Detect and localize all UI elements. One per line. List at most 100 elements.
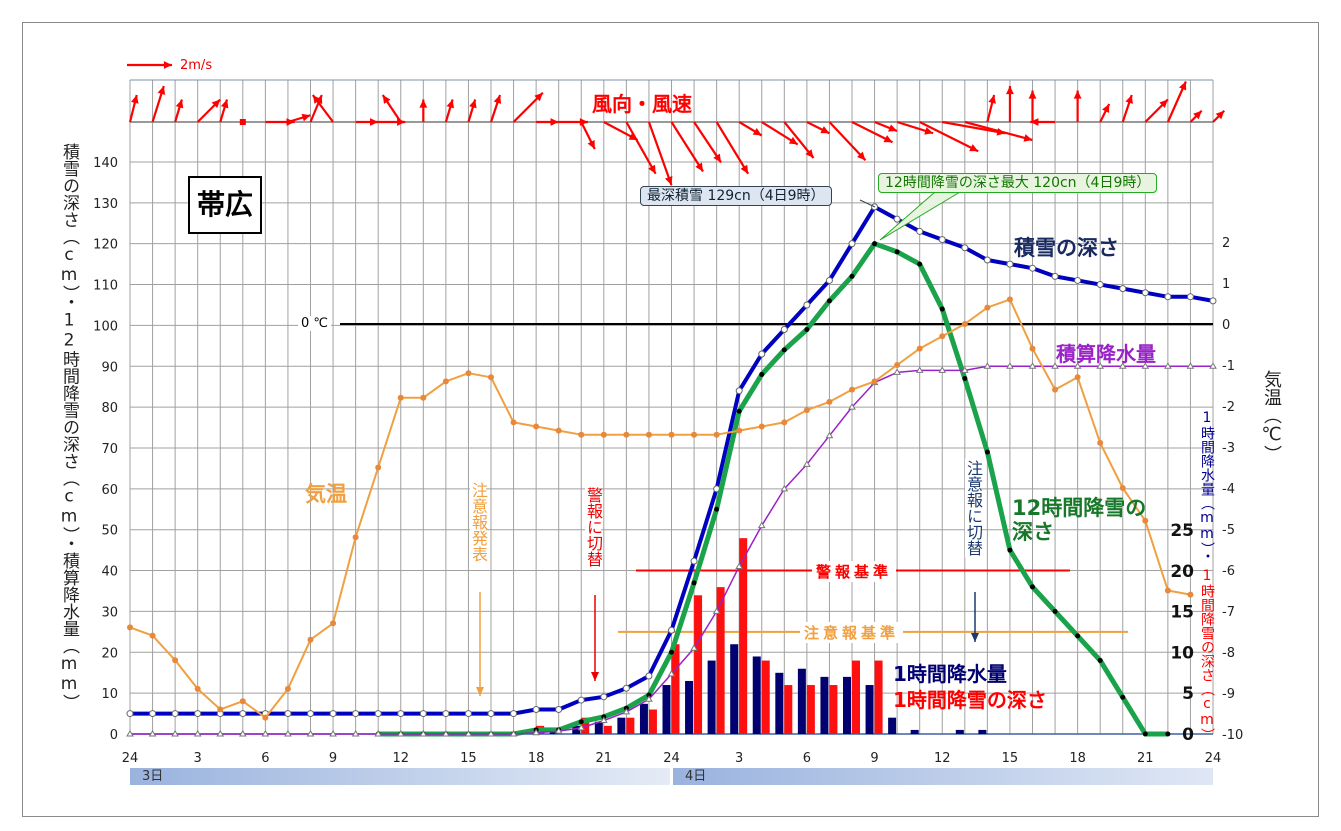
snow-12h-point bbox=[1097, 657, 1103, 663]
x-axis-tick: 24 bbox=[122, 751, 139, 766]
temperature-point bbox=[127, 624, 133, 631]
snow-depth-point bbox=[983, 256, 991, 264]
left-axis-tick: 110 bbox=[93, 279, 118, 294]
bar-precip-1h bbox=[820, 676, 829, 734]
temp-axis-tick: -6 bbox=[1222, 564, 1235, 579]
temperature-point bbox=[375, 464, 382, 471]
snow-12h-point bbox=[962, 376, 968, 382]
left-axis-tick: 120 bbox=[93, 238, 118, 253]
temperature-point bbox=[668, 431, 675, 438]
cum-precip-point bbox=[419, 730, 428, 737]
chart-frame bbox=[22, 22, 1319, 817]
warning-switch-arrow-head bbox=[591, 672, 599, 681]
snow-12h-point bbox=[872, 241, 878, 247]
wind-arrow bbox=[647, 121, 673, 186]
temperature-point bbox=[1097, 439, 1104, 446]
wind-arrow-head bbox=[382, 95, 391, 104]
cum-precip-point bbox=[374, 730, 383, 737]
cum-precip-point bbox=[915, 366, 924, 373]
snow-depth-point bbox=[329, 710, 337, 718]
left-axis-tick: 100 bbox=[93, 319, 118, 334]
temperature-point bbox=[194, 685, 201, 692]
bar-snow-1h bbox=[784, 685, 793, 734]
wind-arrow-head bbox=[301, 113, 311, 122]
left-axis-tick: 90 bbox=[101, 360, 118, 375]
snow-depth-point bbox=[1119, 285, 1127, 293]
snow-12h-point bbox=[646, 692, 652, 698]
cum-precip-point bbox=[622, 707, 631, 715]
advisory-threshold-label: 注意報基準 bbox=[800, 622, 904, 643]
temperature-point bbox=[1029, 345, 1036, 352]
max-depth-callout: 最深積雪 129cn（4日9時） bbox=[640, 186, 832, 206]
bar-snow-1h bbox=[852, 660, 860, 734]
temperature-point bbox=[149, 632, 156, 639]
bar-axis-tick: 25 bbox=[1170, 521, 1194, 541]
bar-precip-1h bbox=[775, 672, 784, 734]
snow-depth-point bbox=[194, 710, 202, 718]
x-axis-tick: 21 bbox=[1137, 751, 1154, 766]
advisory-switch-arrow-head bbox=[971, 633, 979, 642]
snow-depth-point bbox=[825, 276, 833, 284]
wind-arrow bbox=[625, 121, 657, 175]
bar-snow-1h bbox=[648, 709, 657, 734]
snow-depth-point bbox=[961, 244, 969, 252]
bar-precip-1h bbox=[888, 717, 897, 734]
wind-arrow-head bbox=[988, 95, 996, 104]
wind-arrow-head bbox=[1125, 95, 1133, 104]
cum-precip-point bbox=[261, 730, 270, 737]
cum-precip-point bbox=[960, 366, 969, 373]
x-axis-tick: 24 bbox=[1205, 751, 1222, 766]
snow-depth-point bbox=[622, 684, 630, 692]
wind-arrow-head bbox=[888, 124, 898, 132]
cum-precip-point bbox=[735, 562, 744, 569]
temperature-point bbox=[510, 419, 517, 426]
temp-axis-tick: -10 bbox=[1222, 728, 1243, 743]
temperature-point bbox=[284, 685, 291, 692]
precip-1h-label: 1時間降水量 bbox=[893, 662, 1007, 686]
cum-precip-point bbox=[893, 368, 902, 375]
cum-precip-point bbox=[148, 730, 157, 737]
temp-axis-title: 気温（℃） bbox=[1261, 370, 1282, 463]
snow-depth-point bbox=[1186, 293, 1194, 301]
cum-precip-point bbox=[396, 730, 405, 737]
cum-precip-point bbox=[1186, 362, 1195, 369]
temperature-label: 気温 bbox=[305, 482, 347, 506]
left-axis-tick: 80 bbox=[101, 401, 118, 416]
snow-depth-point bbox=[1051, 272, 1059, 280]
left-axis-tick: 10 bbox=[101, 687, 118, 702]
snow-depth-point bbox=[668, 626, 675, 634]
cum-precip-point bbox=[825, 431, 834, 439]
bar-snow-1h bbox=[739, 538, 748, 734]
bar-axis-tick: 20 bbox=[1170, 562, 1194, 582]
snow-depth-point bbox=[487, 710, 495, 718]
wind-arrow-head bbox=[157, 86, 166, 95]
wind-arrow-head bbox=[924, 127, 934, 135]
temp-axis-tick: 0 bbox=[1222, 318, 1230, 333]
bar-precip-1h bbox=[910, 729, 919, 734]
bar-snow-1h bbox=[716, 587, 725, 734]
bar-snow-1h bbox=[806, 685, 815, 734]
cum-precip-point bbox=[848, 403, 856, 410]
wind-arrow-head bbox=[419, 99, 428, 108]
cum-precip-point bbox=[351, 730, 360, 737]
snow-depth-point bbox=[938, 236, 946, 244]
advisory-switch-note: 注意報に切替 bbox=[964, 458, 983, 558]
cum-precip-point bbox=[1163, 362, 1172, 369]
temperature-point bbox=[894, 362, 901, 368]
temperature-point bbox=[758, 423, 765, 430]
snow-12h-point bbox=[781, 347, 787, 353]
wind-arrow-head bbox=[370, 118, 379, 126]
cum-precip-point bbox=[667, 669, 676, 677]
bar-precip-1h bbox=[730, 644, 739, 734]
precip-axis-title: 1時間降水量（mm）・ bbox=[1199, 410, 1215, 563]
snow-depth-point bbox=[1029, 264, 1036, 272]
temperature-point bbox=[578, 431, 585, 438]
temperature-point bbox=[871, 378, 878, 385]
left-axis-tick: 60 bbox=[101, 483, 118, 498]
wind-arrow bbox=[715, 121, 750, 175]
temperature-point bbox=[803, 407, 810, 414]
snow-depth-point bbox=[1141, 289, 1149, 297]
snow-12h-point bbox=[691, 580, 697, 586]
cum-precip-point bbox=[1141, 362, 1150, 369]
snow-12h-point bbox=[669, 649, 674, 655]
